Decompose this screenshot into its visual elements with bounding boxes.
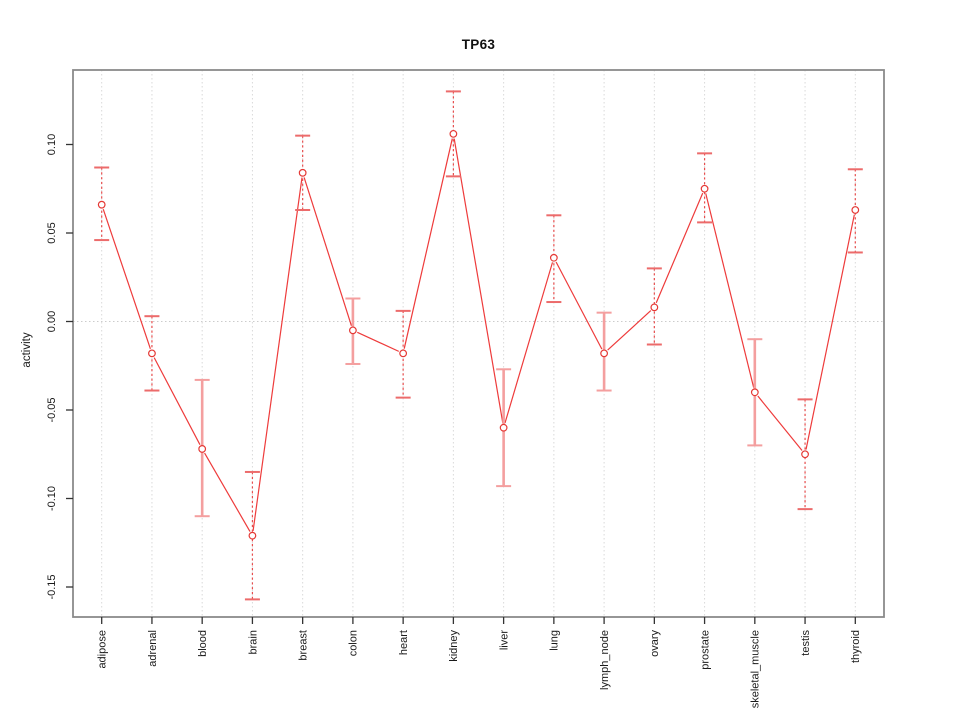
x-tick-label: adipose bbox=[97, 630, 109, 669]
x-tick-label: skeletal_muscle bbox=[750, 630, 762, 708]
data-point-marker bbox=[700, 184, 709, 193]
x-tick-label: blood bbox=[197, 630, 209, 657]
data-point-marker bbox=[198, 445, 207, 453]
data-point-marker bbox=[851, 206, 860, 214]
data-point-marker bbox=[349, 326, 357, 335]
series-line-segment bbox=[757, 395, 803, 451]
x-tick-label: brain bbox=[247, 630, 259, 654]
series-line-segment bbox=[303, 177, 353, 326]
x-tick-label: prostate bbox=[699, 630, 711, 670]
series-line-segment bbox=[153, 357, 201, 445]
x-tick-label: colon bbox=[348, 630, 360, 656]
y-tick-label: -0.05 bbox=[46, 397, 58, 422]
data-point-marker bbox=[399, 349, 408, 358]
y-tick-label: 0.05 bbox=[46, 222, 58, 243]
data-point-marker bbox=[97, 200, 106, 209]
data-point-marker bbox=[801, 450, 809, 459]
y-tick-label: 0.10 bbox=[46, 134, 58, 155]
data-point-marker bbox=[248, 531, 257, 540]
series-line-segment bbox=[252, 177, 303, 531]
series-line-segment bbox=[357, 331, 400, 352]
data-point-marker bbox=[148, 349, 156, 358]
data-point-marker bbox=[650, 303, 659, 312]
data-point-marker bbox=[549, 253, 558, 262]
data-point-marker bbox=[750, 388, 759, 397]
chart-title: TP63 bbox=[461, 37, 496, 52]
data-point-marker bbox=[499, 423, 508, 432]
x-tick-label: lymph_node bbox=[599, 630, 611, 690]
data-point-marker bbox=[449, 129, 458, 138]
x-tick-label: adrenal bbox=[147, 630, 159, 667]
data-point-marker bbox=[298, 168, 307, 177]
series-line-segment bbox=[403, 138, 453, 349]
x-tick-label: liver bbox=[498, 630, 510, 651]
plot-border bbox=[72, 69, 885, 618]
x-tick-label: ovary bbox=[649, 630, 661, 657]
x-tick-label: breast bbox=[298, 630, 310, 661]
y-tick-label: -0.10 bbox=[46, 486, 58, 511]
data-point-marker bbox=[600, 349, 608, 358]
series-line-segment bbox=[102, 209, 151, 350]
series-line-segment bbox=[705, 193, 755, 388]
x-tick-label: lung bbox=[549, 630, 561, 651]
x-tick-label: thyroid bbox=[850, 630, 862, 663]
x-tick-label: testis bbox=[800, 630, 812, 656]
y-tick-label: -0.15 bbox=[46, 574, 58, 599]
series-line-segment bbox=[555, 261, 603, 350]
series-line-segment bbox=[655, 192, 704, 304]
series-line-segment bbox=[805, 214, 855, 450]
series-line-segment bbox=[504, 262, 554, 424]
series-line-segment bbox=[453, 138, 504, 424]
series-line-segment bbox=[607, 310, 652, 351]
x-tick-label: kidney bbox=[448, 630, 460, 662]
x-tick-label: heart bbox=[398, 630, 410, 655]
y-tick-label: 0.00 bbox=[46, 311, 58, 332]
series-line-segment bbox=[204, 452, 251, 532]
